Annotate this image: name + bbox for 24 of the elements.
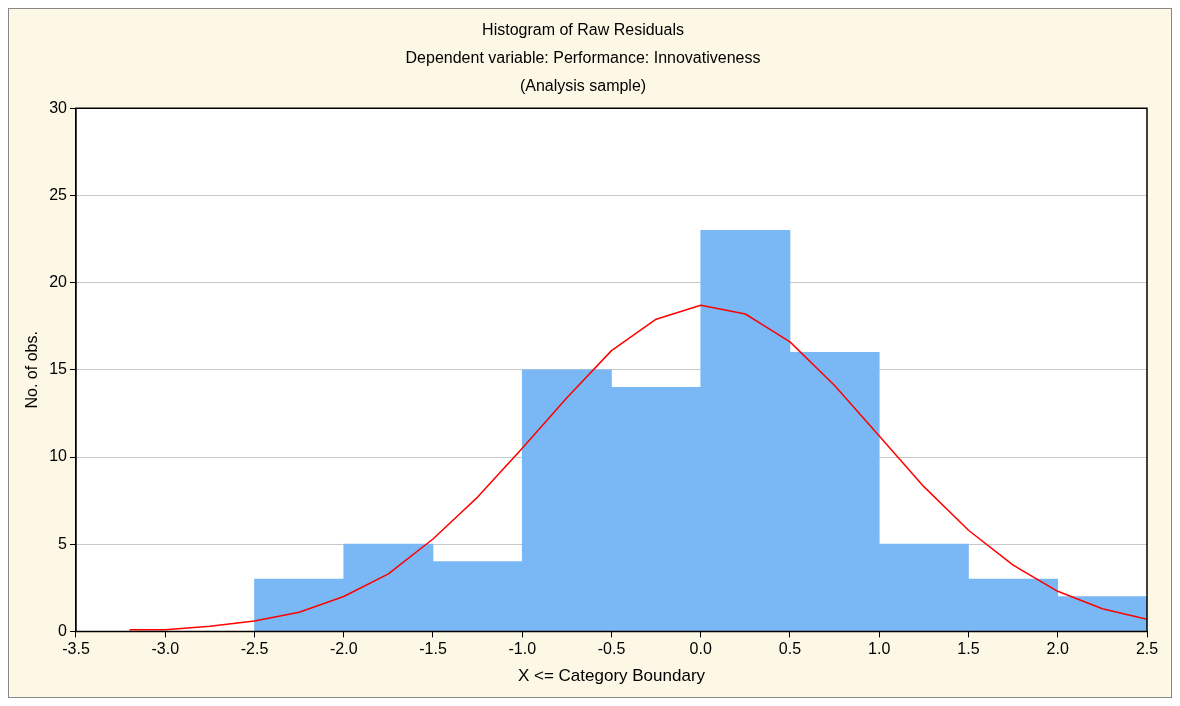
x-tick-label: 2.5 [1135,640,1159,658]
y-tick-label: 5 [58,534,68,552]
y-tick-label: 20 [49,273,68,291]
x-tick-label: -1.5 [419,640,447,658]
y-tick-label: 15 [49,360,68,378]
x-tick-label: 0.5 [778,640,802,658]
x-tick-label: -3.0 [151,640,180,658]
x-tick-label: 1.5 [957,640,980,658]
y-tick-label: 10 [49,447,68,465]
chart-title: Histogram of Raw Residuals [482,21,684,39]
y-tick-label: 30 [49,98,68,116]
x-tick-label: 1.0 [868,640,891,658]
x-tick-label: -3.5 [62,640,90,658]
x-tick-label: -0.5 [597,640,626,658]
y-tick-label: 0 [58,621,68,639]
x-tick-label: 0.0 [689,640,712,658]
y-axis-title: No. of obs. [23,331,41,409]
x-axis-title: X <= Category Boundary [517,666,706,686]
x-tick-label: -1.0 [508,640,537,658]
x-tick-label: 2.0 [1046,640,1069,658]
y-tick-label: 25 [49,185,68,203]
x-tick-label: -2.5 [240,640,269,658]
x-tick-label: -2.0 [329,640,358,658]
chart-subtitle: Dependent variable: Performance: Innovativeness (Analysis sample) [405,48,761,94]
